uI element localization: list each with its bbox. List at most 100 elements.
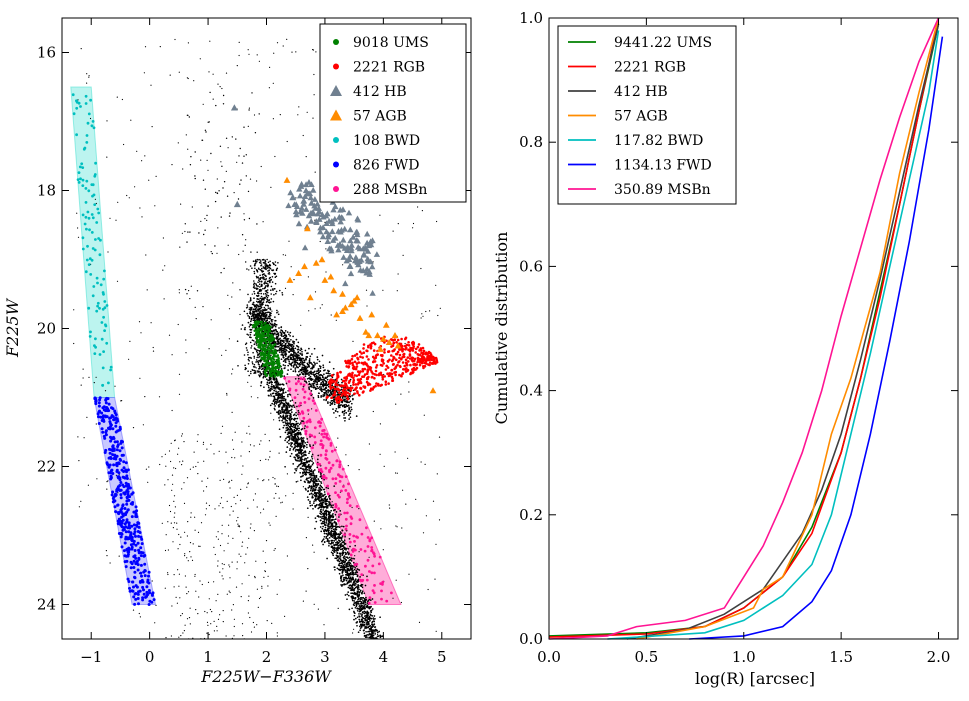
sgb-star-point	[303, 367, 306, 369]
turnoff-star-point	[269, 267, 272, 270]
field-star-point	[180, 203, 182, 205]
ms-star-point	[370, 636, 373, 639]
ms-star-point	[351, 565, 353, 568]
sgb-star-point	[271, 320, 273, 323]
field-star-point	[432, 500, 435, 502]
field-star-point	[258, 597, 261, 600]
field-star-point	[297, 480, 299, 482]
ms-star-point	[374, 617, 376, 620]
sgb-star-point	[284, 352, 287, 354]
ms-star-point	[286, 417, 289, 420]
turnoff-star-point	[263, 273, 265, 275]
ms-star-point	[275, 386, 278, 389]
field-star-point	[162, 237, 164, 239]
sgb-star-point	[314, 363, 316, 366]
sgb-star-point	[264, 312, 267, 314]
ms-star-point	[339, 543, 342, 546]
ms-star-point	[294, 402, 297, 404]
sgb-star-point	[345, 405, 348, 407]
turnoff-star-point	[256, 356, 259, 359]
sgb-star-point	[284, 353, 287, 356]
ms-star-point	[296, 427, 299, 430]
sgb-star-point	[299, 363, 302, 366]
field-star-point	[172, 527, 174, 529]
ms-star-point	[316, 491, 318, 494]
field-star-point	[215, 536, 217, 538]
field-star-point	[352, 632, 354, 634]
ms-star-point	[363, 632, 366, 635]
field-star-point	[231, 456, 233, 459]
turnoff-star-point	[250, 370, 252, 373]
sgb-star-point	[292, 366, 295, 368]
ms-star-point	[341, 553, 344, 556]
ms-star-point	[335, 548, 338, 550]
ms-star-point	[325, 537, 328, 539]
field-star-point	[262, 480, 264, 482]
ms-star-point	[371, 622, 373, 624]
field-star-point	[256, 506, 258, 508]
turnoff-star-point	[262, 276, 265, 278]
sgb-star-point	[288, 362, 291, 365]
sgb-star-point	[294, 358, 296, 360]
turnoff-star-point	[255, 359, 258, 361]
ms-star-point	[283, 397, 286, 400]
sgb-star-point	[308, 347, 310, 350]
ms-star-point	[353, 568, 356, 571]
sgb-star-point	[252, 311, 255, 313]
sgb-star-point	[329, 374, 332, 377]
sgb-star-point	[284, 334, 286, 336]
field-star-point	[181, 435, 183, 437]
ms-star-point	[372, 618, 375, 621]
sgb-star-point	[329, 389, 332, 392]
turnoff-star-point	[272, 262, 275, 265]
ms-star-point	[265, 378, 268, 381]
turnoff-star-point	[269, 307, 271, 309]
sgb-star-point	[285, 340, 287, 342]
ms-star-point	[277, 393, 280, 395]
sgb-star-point	[337, 406, 340, 409]
sgb-star-point	[283, 350, 285, 352]
field-star-point	[139, 207, 141, 209]
ms-star-point	[305, 489, 307, 491]
sgb-star-point	[268, 317, 271, 320]
ms-star-point	[269, 393, 272, 396]
field-star-point	[159, 46, 161, 48]
sgb-star-point	[324, 380, 327, 382]
sgb-star-point	[277, 313, 280, 316]
field-star-point	[307, 516, 309, 519]
ms-star-point	[347, 591, 350, 593]
field-star-point	[182, 632, 184, 634]
field-star-point	[168, 504, 171, 507]
sgb-star-point	[258, 300, 261, 302]
turnoff-star-point	[268, 266, 271, 269]
sgb-star-point	[289, 335, 291, 337]
sgb-star-point	[339, 404, 342, 407]
field-star-point	[228, 564, 230, 566]
turnoff-star-point	[274, 316, 276, 318]
turnoff-star-point	[265, 289, 268, 292]
ms-star-point	[309, 502, 311, 504]
field-star-point	[238, 553, 240, 555]
field-star-point	[352, 340, 354, 342]
ms-star-point	[310, 477, 313, 480]
ms-star-point	[350, 557, 353, 560]
sgb-star-point	[256, 315, 258, 318]
ms-star-point	[335, 523, 338, 525]
field-star-point	[186, 535, 188, 537]
ms-star-point	[286, 436, 289, 438]
ms-star-point	[297, 438, 299, 440]
ms-star-point	[325, 500, 327, 503]
ms-star-point	[365, 634, 368, 637]
ms-star-point	[352, 557, 354, 560]
field-star-point	[120, 400, 122, 402]
field-star-point	[212, 73, 214, 75]
turnoff-star-point	[265, 282, 268, 285]
turnoff-star-point	[250, 347, 252, 349]
field-star-point	[248, 53, 250, 55]
ms-star-point	[324, 529, 327, 532]
turnoff-star-point	[262, 261, 265, 264]
ms-star-point	[279, 394, 282, 397]
sgb-star-point	[322, 376, 324, 379]
sgb-star-point	[269, 322, 272, 325]
turnoff-star-point	[281, 294, 284, 296]
